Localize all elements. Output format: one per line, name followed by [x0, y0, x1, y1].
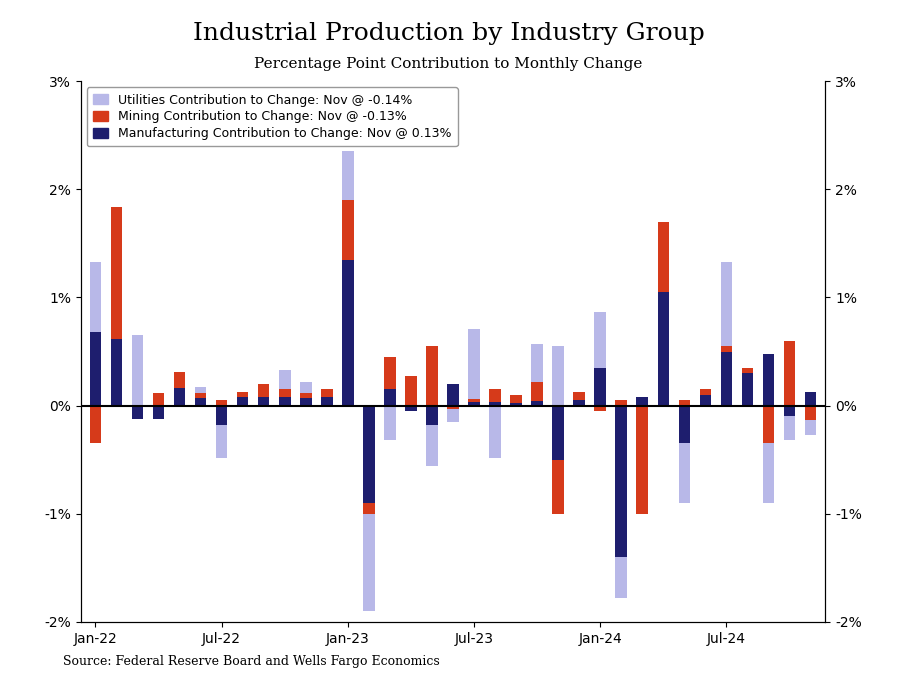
Bar — [426, 425, 438, 466]
Bar — [321, 397, 333, 406]
Bar — [615, 400, 627, 406]
Bar — [342, 151, 353, 200]
Bar — [784, 406, 796, 416]
Bar — [90, 332, 101, 406]
Bar — [300, 398, 311, 406]
Bar — [700, 395, 711, 406]
Bar — [90, 262, 101, 332]
Bar — [237, 391, 248, 397]
Bar — [720, 352, 732, 406]
Bar — [384, 389, 396, 406]
Bar — [216, 406, 228, 425]
Bar — [152, 393, 164, 406]
Bar — [363, 406, 375, 503]
Bar — [762, 443, 774, 503]
Bar — [258, 384, 269, 397]
Bar — [805, 420, 816, 435]
Bar — [615, 406, 627, 557]
Bar — [595, 406, 606, 411]
Bar — [300, 393, 311, 398]
Bar — [132, 335, 144, 406]
Bar — [405, 406, 417, 411]
Bar — [132, 406, 144, 418]
Bar — [174, 372, 186, 388]
Bar — [384, 406, 396, 440]
Bar — [742, 373, 753, 406]
Bar — [658, 222, 669, 292]
Bar — [426, 406, 438, 425]
Bar — [595, 312, 606, 368]
Bar — [363, 514, 375, 611]
Bar — [573, 391, 585, 400]
Bar — [720, 346, 732, 352]
Bar — [531, 382, 543, 402]
Bar — [448, 406, 458, 409]
Bar — [489, 402, 501, 406]
Bar — [195, 398, 206, 406]
Bar — [279, 370, 291, 389]
Bar — [553, 346, 564, 406]
Bar — [342, 260, 353, 406]
Bar — [468, 402, 480, 406]
Bar — [405, 377, 417, 406]
Bar — [489, 406, 501, 458]
Bar — [615, 557, 627, 598]
Bar — [573, 400, 585, 406]
Text: Source: Federal Reserve Board and Wells Fargo Economics: Source: Federal Reserve Board and Wells … — [63, 655, 440, 668]
Bar — [658, 292, 669, 406]
Bar — [110, 207, 122, 339]
Bar — [784, 416, 796, 440]
Bar — [720, 262, 732, 346]
Bar — [742, 368, 753, 373]
Bar — [468, 329, 480, 399]
Bar — [784, 341, 796, 406]
Bar — [448, 384, 458, 406]
Bar — [531, 344, 543, 382]
Bar — [216, 425, 228, 458]
Bar — [678, 406, 690, 443]
Bar — [195, 393, 206, 398]
Bar — [805, 391, 816, 406]
Bar — [762, 406, 774, 443]
Bar — [152, 406, 164, 418]
Bar — [762, 354, 774, 406]
Bar — [468, 399, 480, 402]
Bar — [216, 400, 228, 406]
Bar — [510, 395, 522, 404]
Bar — [237, 397, 248, 406]
Bar — [110, 339, 122, 406]
Bar — [195, 387, 206, 393]
Bar — [678, 400, 690, 406]
Bar — [279, 397, 291, 406]
Bar — [258, 397, 269, 406]
Bar — [300, 382, 311, 393]
Bar — [426, 346, 438, 406]
Bar — [489, 389, 501, 402]
Bar — [174, 388, 186, 406]
Bar — [342, 200, 353, 260]
Bar — [553, 406, 564, 460]
Legend: Utilities Contribution to Change: Nov @ -0.14%, Mining Contribution to Change: N: Utilities Contribution to Change: Nov @ … — [87, 87, 458, 147]
Bar — [279, 389, 291, 397]
Text: Industrial Production by Industry Group: Industrial Production by Industry Group — [193, 22, 704, 45]
Bar — [678, 443, 690, 503]
Bar — [700, 389, 711, 395]
Bar — [553, 460, 564, 514]
Bar — [384, 357, 396, 389]
Bar — [531, 402, 543, 406]
Bar — [510, 404, 522, 406]
Bar — [637, 397, 648, 406]
Bar — [321, 389, 333, 397]
Bar — [90, 406, 101, 443]
Bar — [637, 406, 648, 514]
Bar — [595, 368, 606, 406]
Bar — [805, 406, 816, 420]
Bar — [363, 503, 375, 514]
Text: Percentage Point Contribution to Monthly Change: Percentage Point Contribution to Monthly… — [255, 57, 642, 71]
Bar — [448, 409, 458, 422]
